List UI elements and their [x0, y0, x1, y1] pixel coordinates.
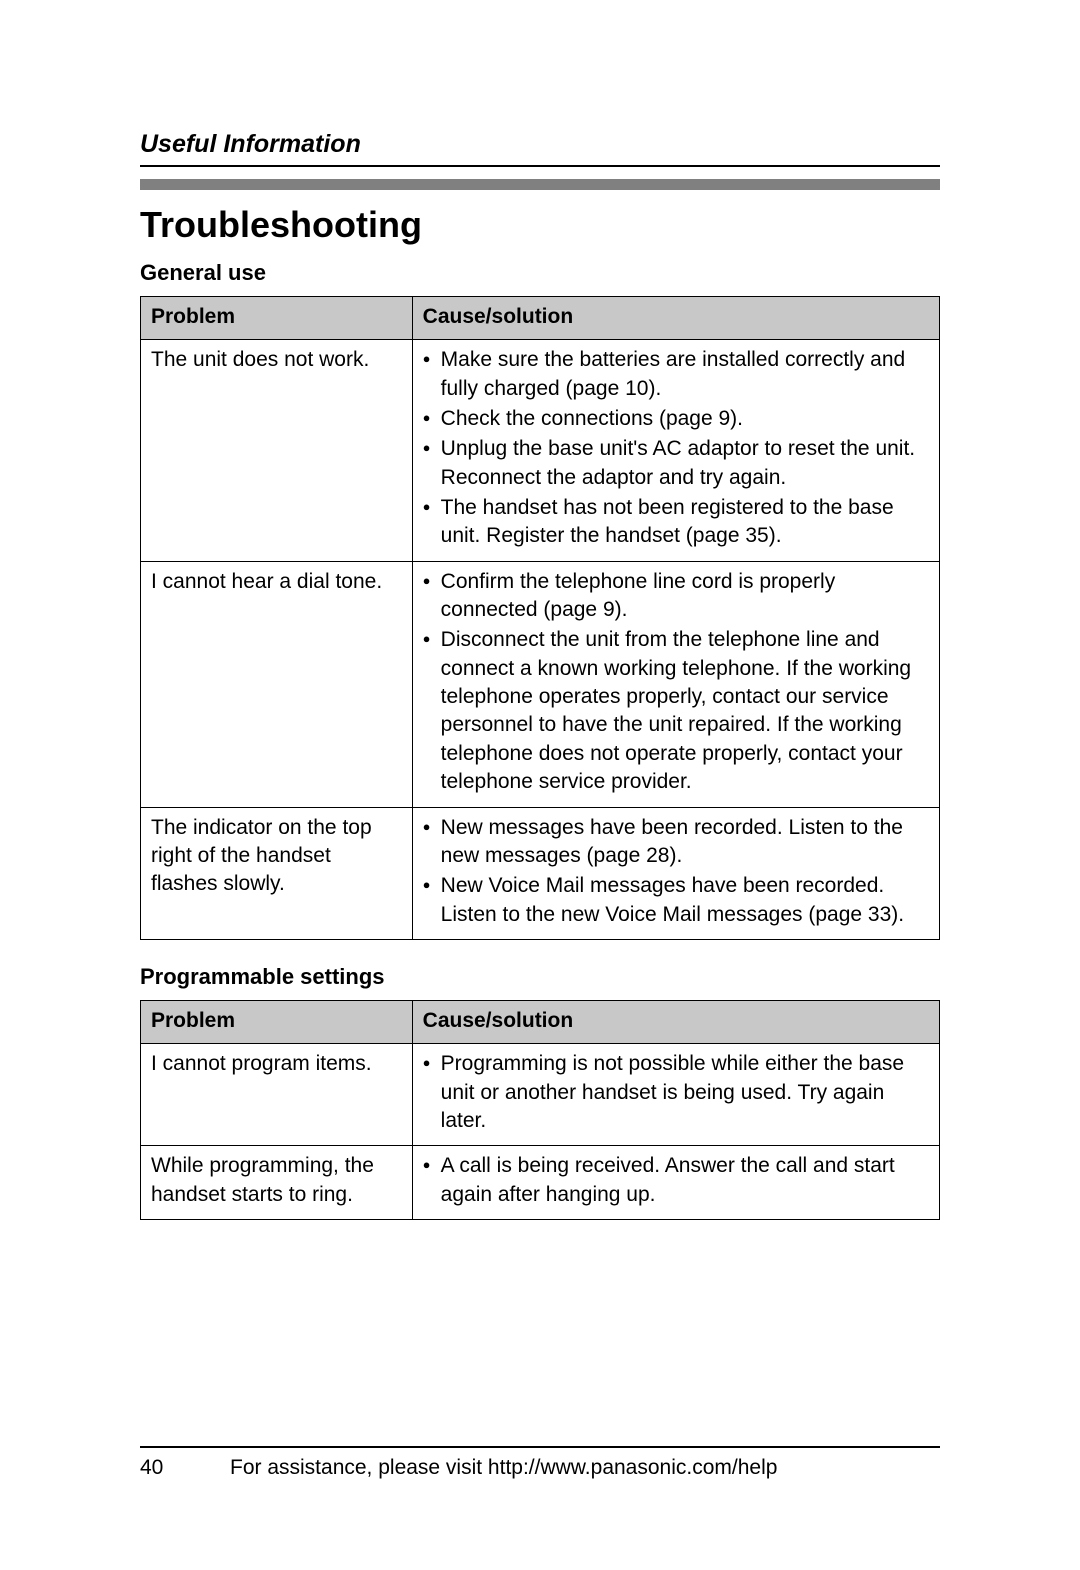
problem-cell: I cannot program items.: [141, 1044, 413, 1146]
table-row: The indicator on the top right of the ha…: [141, 807, 940, 939]
header-rule: [140, 165, 940, 167]
footer-rule: [140, 1446, 940, 1448]
problem-cell: While programming, the handset starts to…: [141, 1146, 413, 1220]
solution-item: The handset has not been registered to t…: [423, 494, 929, 551]
solution-cell: A call is being received. Answer the cal…: [412, 1146, 939, 1220]
troubleshooting-table: ProblemCause/solutionThe unit does not w…: [140, 296, 940, 940]
table-row: The unit does not work.Make sure the bat…: [141, 340, 940, 561]
table-row: While programming, the handset starts to…: [141, 1146, 940, 1220]
solution-list: New messages have been recorded. Listen …: [423, 814, 929, 929]
problem-cell: The unit does not work.: [141, 340, 413, 561]
solution-item: Make sure the batteries are installed co…: [423, 346, 929, 403]
solution-item: Confirm the telephone line cord is prope…: [423, 568, 929, 625]
solution-list: Make sure the batteries are installed co…: [423, 346, 929, 550]
col-header-solution: Cause/solution: [412, 1000, 939, 1043]
solution-cell: Programming is not possible while either…: [412, 1044, 939, 1146]
solution-cell: New messages have been recorded. Listen …: [412, 807, 939, 939]
troubleshooting-table: ProblemCause/solutionI cannot program it…: [140, 1000, 940, 1220]
solution-list: Confirm the telephone line cord is prope…: [423, 568, 929, 797]
page-title: Troubleshooting: [140, 204, 940, 246]
solution-cell: Confirm the telephone line cord is prope…: [412, 561, 939, 807]
problem-cell: The indicator on the top right of the ha…: [141, 807, 413, 939]
col-header-problem: Problem: [141, 1000, 413, 1043]
solution-item: Unplug the base unit's AC adaptor to res…: [423, 435, 929, 492]
col-header-solution: Cause/solution: [412, 297, 939, 340]
table-row: I cannot hear a dial tone.Confirm the te…: [141, 561, 940, 807]
page-footer: 40 For assistance, please visit http://w…: [140, 1446, 940, 1480]
table-heading: Programmable settings: [140, 964, 940, 990]
section-header: Useful Information: [140, 130, 940, 159]
table-heading: General use: [140, 260, 940, 286]
footer-line: 40 For assistance, please visit http://w…: [140, 1456, 940, 1480]
solution-item: New Voice Mail messages have been record…: [423, 872, 929, 929]
solution-list: A call is being received. Answer the cal…: [423, 1152, 929, 1209]
solution-item: New messages have been recorded. Listen …: [423, 814, 929, 871]
assistance-text: For assistance, please visit http://www.…: [230, 1456, 940, 1480]
solution-item: A call is being received. Answer the cal…: [423, 1152, 929, 1209]
solution-item: Check the connections (page 9).: [423, 405, 929, 433]
solution-item: Programming is not possible while either…: [423, 1050, 929, 1135]
solution-list: Programming is not possible while either…: [423, 1050, 929, 1135]
solution-cell: Make sure the batteries are installed co…: [412, 340, 939, 561]
col-header-problem: Problem: [141, 297, 413, 340]
manual-page: Useful Information Troubleshooting Gener…: [0, 0, 1080, 1570]
problem-cell: I cannot hear a dial tone.: [141, 561, 413, 807]
page-number: 40: [140, 1456, 230, 1480]
troubleshooting-sections: General useProblemCause/solutionThe unit…: [140, 260, 940, 1220]
header-thick-bar: [140, 179, 940, 190]
solution-item: Disconnect the unit from the telephone l…: [423, 626, 929, 796]
table-row: I cannot program items.Programming is no…: [141, 1044, 940, 1146]
